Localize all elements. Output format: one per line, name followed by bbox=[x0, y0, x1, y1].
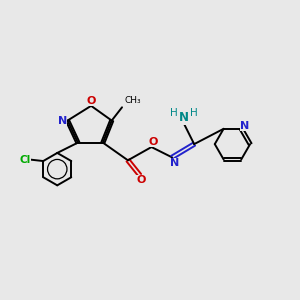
Text: N: N bbox=[179, 111, 189, 124]
Text: CH₃: CH₃ bbox=[124, 96, 141, 105]
Text: Cl: Cl bbox=[19, 154, 30, 165]
Text: H: H bbox=[170, 108, 178, 118]
Text: N: N bbox=[170, 158, 179, 168]
Text: H: H bbox=[190, 108, 197, 118]
Text: O: O bbox=[149, 137, 158, 147]
Text: O: O bbox=[86, 95, 96, 106]
Text: N: N bbox=[240, 121, 249, 131]
Text: N: N bbox=[58, 116, 67, 126]
Text: O: O bbox=[136, 175, 146, 185]
